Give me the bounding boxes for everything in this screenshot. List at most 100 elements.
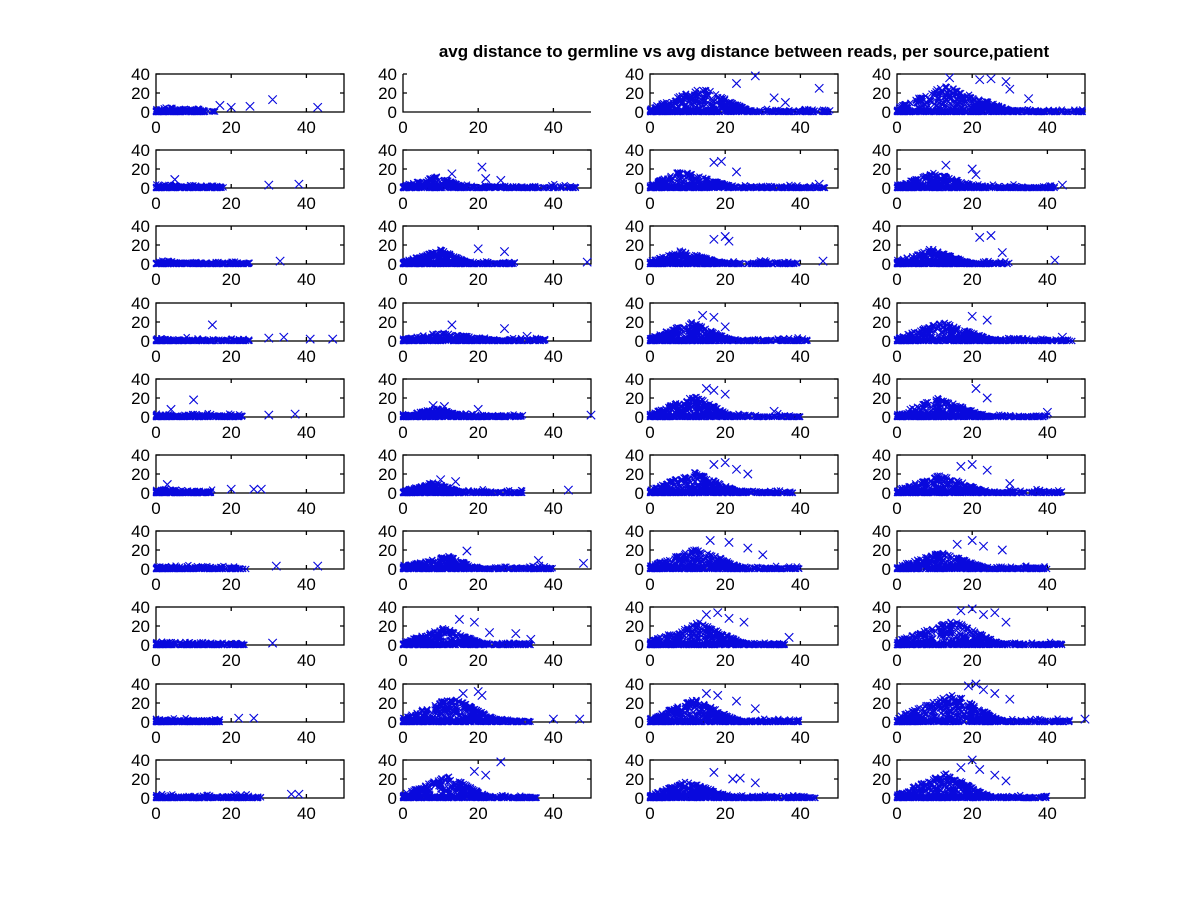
subplot-r6c4: 0 20 40 0 20 40 bbox=[849, 441, 1101, 523]
tick-marks bbox=[156, 378, 344, 417]
y-tick-label: 20 bbox=[378, 160, 397, 179]
x-tick-label: 20 bbox=[222, 499, 241, 518]
subplot-r6c2: 0 20 40 0 20 40 bbox=[355, 441, 607, 523]
x-tick-label: 20 bbox=[963, 118, 982, 137]
scatter-points bbox=[646, 536, 803, 573]
x-tick-label: 40 bbox=[297, 728, 316, 747]
x-tick-label: 40 bbox=[791, 499, 810, 518]
scatter-points bbox=[152, 256, 285, 268]
scatter-points bbox=[152, 175, 304, 192]
y-tick-label: 20 bbox=[378, 465, 397, 484]
y-tick-label: 20 bbox=[625, 465, 644, 484]
y-tick-label: 0 bbox=[635, 179, 644, 198]
x-tick-label: 0 bbox=[151, 728, 160, 747]
subplot-r10c4: 0 20 40 0 20 40 bbox=[849, 746, 1101, 828]
scatter-points bbox=[646, 767, 819, 802]
y-tick-label: 20 bbox=[131, 389, 150, 408]
x-tick-label: 20 bbox=[222, 575, 241, 594]
x-tick-label: 20 bbox=[716, 499, 735, 518]
x-tick-label: 40 bbox=[1038, 499, 1057, 518]
tick-marks bbox=[156, 759, 344, 798]
scatter-points bbox=[399, 475, 574, 497]
scatter-points bbox=[893, 160, 1068, 192]
x-tick-label: 20 bbox=[963, 575, 982, 594]
scatter-points bbox=[646, 232, 828, 268]
x-tick-label: 20 bbox=[222, 423, 241, 442]
scatter-points bbox=[646, 383, 804, 421]
subplot-r2c3: 0 20 40 0 20 40 bbox=[602, 136, 854, 218]
y-tick-label: 20 bbox=[625, 694, 644, 713]
y-tick-label: 0 bbox=[635, 103, 644, 122]
y-tick-label: 0 bbox=[141, 408, 150, 427]
y-tick-label: 40 bbox=[378, 217, 397, 236]
y-tick-label: 0 bbox=[635, 636, 644, 655]
y-tick-label: 0 bbox=[635, 408, 644, 427]
x-tick-label: 40 bbox=[544, 423, 563, 442]
y-tick-label: 40 bbox=[378, 675, 397, 694]
scatter-points bbox=[646, 608, 794, 649]
x-tick-label: 0 bbox=[398, 194, 407, 213]
x-tick-label: 40 bbox=[544, 804, 563, 823]
tick-marks bbox=[156, 73, 344, 112]
x-tick-label: 40 bbox=[1038, 575, 1057, 594]
y-tick-label: 0 bbox=[882, 103, 891, 122]
y-tick-label: 40 bbox=[625, 294, 644, 313]
subplot-r10c1: 0 20 40 0 20 40 bbox=[108, 746, 360, 828]
subplot-r5c4: 0 20 40 0 20 40 bbox=[849, 365, 1101, 447]
y-tick-label: 20 bbox=[131, 694, 150, 713]
subplot-r10c3: 0 20 40 0 20 40 bbox=[602, 746, 854, 828]
x-tick-label: 0 bbox=[151, 423, 160, 442]
subplot-r7c1: 0 20 40 0 20 40 bbox=[108, 517, 360, 599]
scatter-points bbox=[399, 546, 589, 573]
y-tick-label: 20 bbox=[872, 160, 891, 179]
tick-marks bbox=[156, 682, 344, 722]
x-tick-label: 40 bbox=[1038, 118, 1057, 137]
y-tick-label: 0 bbox=[141, 713, 150, 732]
y-tick-label: 0 bbox=[141, 179, 150, 198]
y-tick-label: 0 bbox=[882, 484, 891, 503]
y-tick-label: 40 bbox=[872, 446, 891, 465]
y-tick-label: 40 bbox=[131, 370, 150, 389]
x-tick-label: 0 bbox=[151, 575, 160, 594]
scatter-points bbox=[399, 244, 592, 268]
y-tick-label: 20 bbox=[625, 313, 644, 332]
scatter-points bbox=[152, 638, 278, 649]
y-tick-label: 20 bbox=[872, 617, 891, 636]
x-tick-label: 20 bbox=[222, 651, 241, 670]
y-tick-label: 20 bbox=[625, 541, 644, 560]
subplot-r4c4: 0 20 40 0 20 40 bbox=[849, 289, 1101, 371]
x-tick-label: 40 bbox=[791, 804, 810, 823]
x-tick-label: 40 bbox=[1038, 651, 1057, 670]
y-tick-label: 0 bbox=[141, 636, 150, 655]
y-tick-label: 40 bbox=[131, 217, 150, 236]
x-tick-label: 0 bbox=[151, 499, 160, 518]
y-tick-label: 0 bbox=[882, 332, 891, 351]
y-tick-label: 0 bbox=[141, 560, 150, 579]
subplot-r8c1: 0 20 40 0 20 40 bbox=[108, 593, 360, 675]
scatter-points bbox=[893, 536, 1051, 573]
x-tick-label: 40 bbox=[297, 499, 316, 518]
axes-box bbox=[155, 759, 345, 799]
x-tick-label: 0 bbox=[645, 499, 654, 518]
y-tick-label: 40 bbox=[378, 751, 397, 770]
subplot-r10c2: 0 20 40 0 20 40 bbox=[355, 746, 607, 828]
x-tick-label: 40 bbox=[297, 804, 316, 823]
x-tick-label: 40 bbox=[791, 270, 810, 289]
y-tick-label: 0 bbox=[635, 255, 644, 274]
y-tick-label: 20 bbox=[625, 84, 644, 103]
y-tick-label: 0 bbox=[635, 560, 644, 579]
y-tick-label: 40 bbox=[625, 217, 644, 236]
